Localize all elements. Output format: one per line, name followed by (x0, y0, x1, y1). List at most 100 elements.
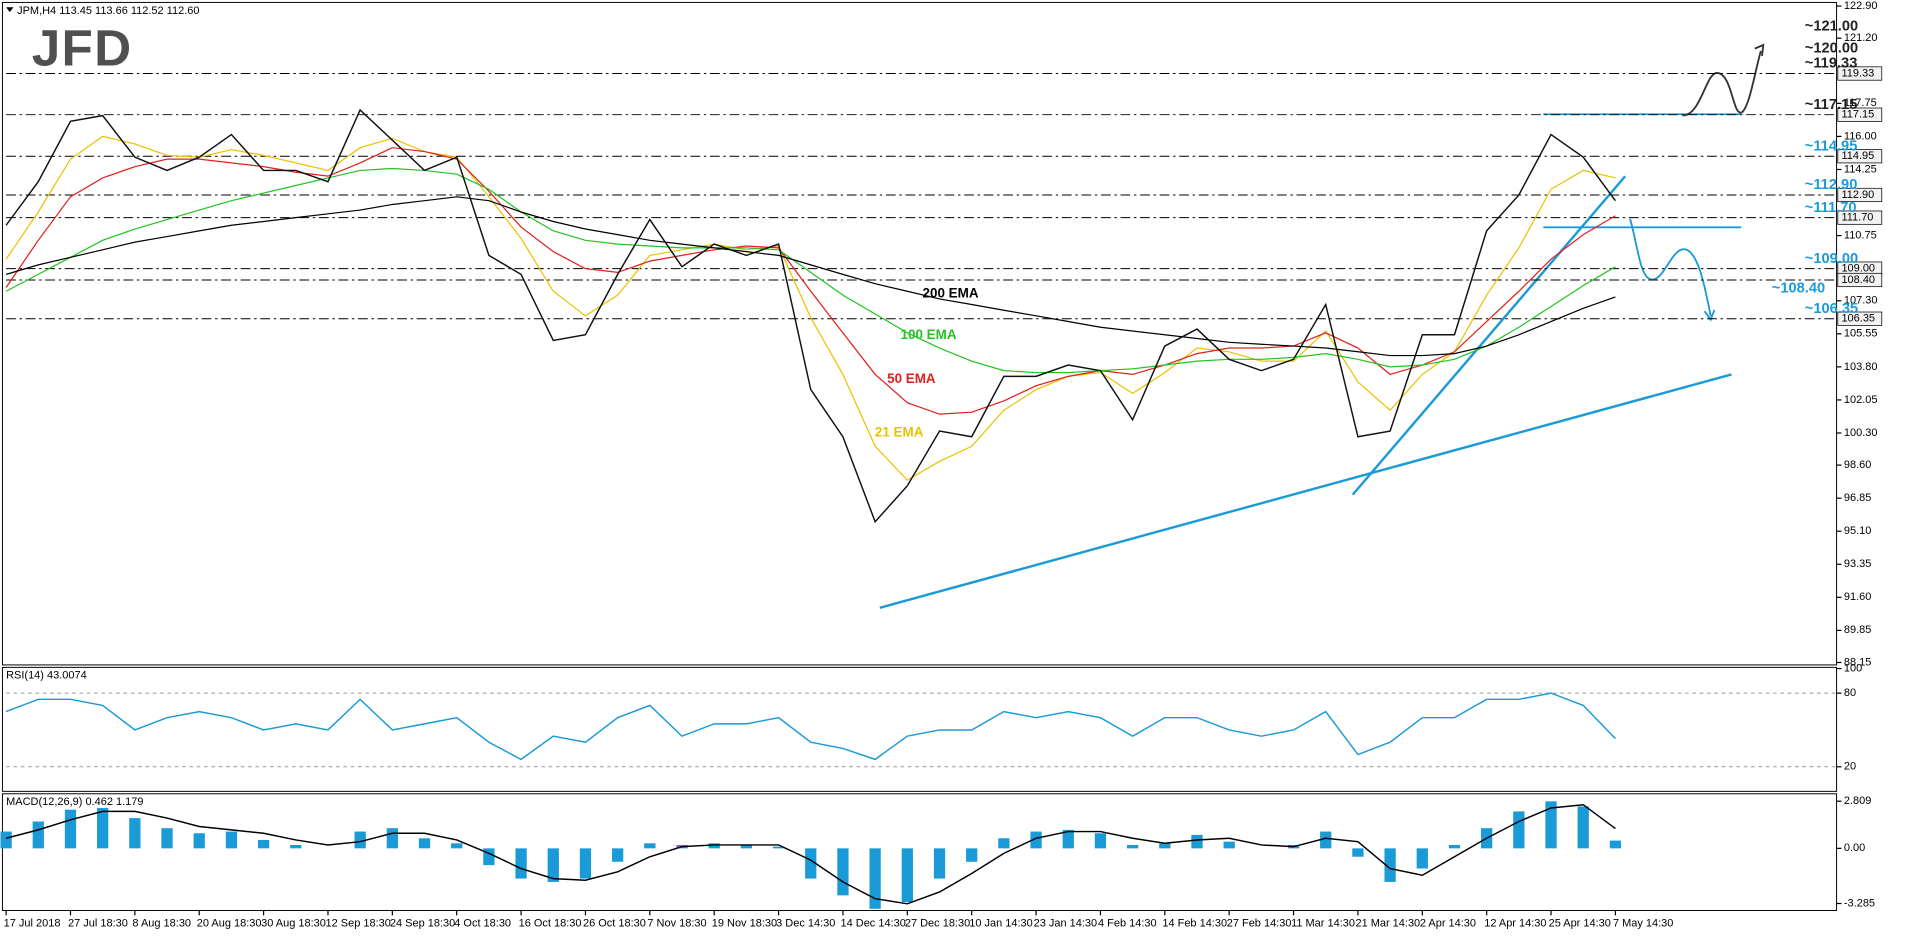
histogram-bar (740, 844, 753, 849)
histogram-bar (1191, 834, 1203, 849)
series-line (5, 108, 1616, 524)
y-tick-label: 105.55 (1844, 328, 1878, 340)
x-tick-label: 25 Apr 14:30 (1549, 918, 1611, 930)
x-tick-label: 26 Oct 18:30 (583, 918, 646, 930)
histogram-bar (515, 848, 527, 879)
x-tick-label: 12 Sep 18:30 (326, 918, 391, 930)
trend-line (1351, 175, 1627, 496)
y-tick-label: 20 (1844, 761, 1856, 773)
histogram-bar (547, 848, 559, 882)
histogram-bar (579, 848, 592, 879)
y-tick-label: -3.285 (1844, 897, 1875, 909)
level-annotation: ~112.90 (1805, 177, 1858, 193)
level-axis-label: 111.70 (1841, 212, 1873, 224)
y-tick-label: 116.00 (1844, 130, 1877, 142)
trend-line (879, 373, 1732, 609)
histogram-bar (933, 848, 946, 879)
arrow-head (1754, 43, 1765, 57)
series-line (5, 167, 1616, 374)
histogram-bar (225, 831, 238, 849)
histogram-bar (1159, 843, 1171, 849)
level-annotation: ~117.15 (1805, 97, 1858, 113)
level-axis-box (1837, 149, 1883, 164)
level-axis-label: 114.95 (1841, 150, 1874, 162)
level-axis-label: 117.15 (1841, 109, 1874, 121)
histogram-bar (0, 831, 12, 849)
x-tick-label: 27 Feb 14:30 (1227, 918, 1292, 930)
level-axis-box (1837, 311, 1883, 326)
series-line (5, 692, 1616, 761)
histogram-bar (837, 848, 849, 896)
histogram-bar (290, 844, 302, 849)
y-tick-label: 93.35 (1844, 558, 1871, 570)
y-tick-label: 91.60 (1844, 591, 1871, 603)
level-axis-box (1837, 210, 1883, 225)
histogram-bar (998, 838, 1010, 849)
histogram-bar (354, 831, 366, 849)
histogram-bar (386, 828, 398, 849)
series-label: 100 EMA (901, 327, 957, 342)
histogram-bar (1030, 831, 1042, 849)
histogram-bar (193, 833, 205, 849)
y-tick-label: 95.10 (1844, 525, 1871, 537)
level-annotation: ~114.95 (1805, 138, 1858, 154)
y-tick-label: 102.05 (1844, 394, 1878, 406)
level-annotation: ~106.35 (1805, 301, 1858, 317)
histogram-bar (1609, 840, 1622, 849)
series-line (5, 147, 1616, 415)
level-axis-box (1837, 187, 1883, 203)
rsi-panel-frame (1, 666, 1838, 792)
histogram-bar (483, 848, 495, 866)
level-annotation: ~109.00 (1805, 251, 1858, 267)
histogram-bar (161, 828, 173, 849)
level-axis-box (1837, 272, 1883, 288)
level-annotation: ~111.70 (1805, 200, 1857, 216)
scenario-up-arrow (1682, 50, 1762, 117)
logo: JFD (32, 20, 133, 77)
y-tick-label: 2.809 (1844, 795, 1871, 807)
series-label: 21 EMA (875, 424, 924, 439)
x-tick-label: 4 Feb 14:30 (1098, 918, 1157, 930)
histogram-bar (772, 846, 785, 849)
histogram-bar (708, 843, 720, 849)
y-tick-label: 88.15 (1844, 656, 1871, 668)
level-axis-label: 106.35 (1841, 313, 1875, 325)
x-tick-label: 7 Nov 18:30 (647, 918, 706, 930)
x-tick-label: 14 Feb 14:30 (1162, 918, 1227, 930)
histogram-bar (257, 839, 270, 849)
annotation: ~121.00 (1805, 19, 1858, 35)
y-tick-label: 96.85 (1844, 492, 1871, 504)
macd-title: MACD(12,26,9) 0.462 1.179 (6, 796, 143, 808)
histogram-bar (1416, 848, 1428, 869)
x-tick-label: 27 Dec 18:30 (905, 918, 970, 930)
x-tick-label: 11 Mar 14:30 (1291, 918, 1355, 930)
arrow-head (1703, 309, 1716, 322)
x-tick-label: 21 Mar 14:30 (1355, 918, 1420, 930)
symbol-info: JPM,H4 113.45 113.66 112.52 112.60 (17, 5, 199, 17)
histogram-bar (805, 848, 817, 879)
histogram-bar (1513, 811, 1525, 849)
y-tick-label: 100.30 (1844, 427, 1878, 439)
x-tick-label: 24 Sep 18:30 (390, 918, 455, 930)
y-tick-label: 117.75 (1844, 97, 1877, 109)
histogram-bar (418, 838, 431, 849)
histogram-bar (644, 843, 656, 849)
x-tick-label: 4 Oct 18:30 (454, 918, 511, 930)
y-tick-label: 0.00 (1844, 842, 1865, 854)
y-tick-label: 122.90 (1844, 0, 1878, 12)
x-tick-label: 14 Dec 14:30 (840, 918, 905, 930)
x-tick-label: 10 Jan 14:30 (969, 918, 1033, 930)
x-tick-label: 17 Jul 2018 (4, 918, 61, 930)
histogram-bar (901, 848, 913, 903)
x-tick-label: 19 Nov 18:30 (712, 918, 777, 930)
x-tick-label: 12 Apr 14:30 (1484, 918, 1546, 930)
histogram-bar (1320, 831, 1332, 849)
series-label: 50 EMA (887, 371, 936, 386)
x-tick-label: 7 May 14:30 (1613, 918, 1673, 930)
histogram-bar (1545, 801, 1557, 849)
y-tick-label: 121.20 (1844, 32, 1878, 44)
header-triangle (6, 7, 14, 13)
level-axis-box (1837, 66, 1883, 81)
